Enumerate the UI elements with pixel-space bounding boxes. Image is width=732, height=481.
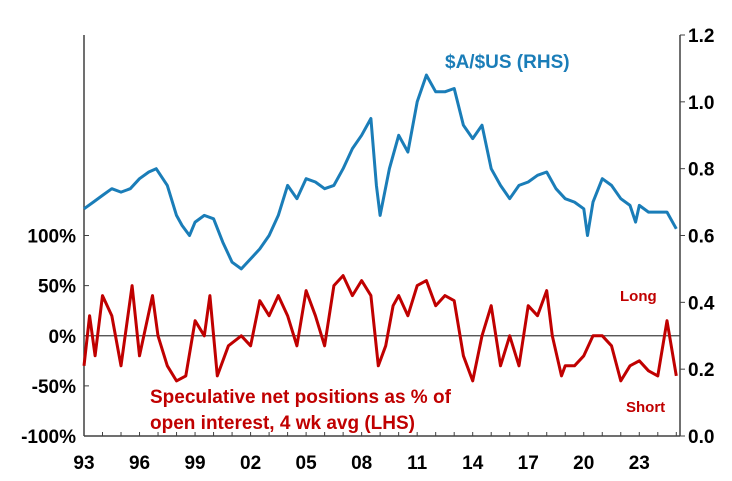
aud-usd-line [84, 75, 676, 269]
short-annotation: Short [626, 399, 665, 416]
long-annotation: Long [620, 288, 657, 305]
left-tick-label: 50% [38, 277, 76, 298]
right-tick-label: 0.2 [688, 360, 714, 381]
right-tick-label: 1.2 [688, 26, 714, 47]
x-tick-label: 93 [73, 453, 94, 474]
x-tick-label: 17 [518, 453, 539, 474]
spec-series-label-line1: Speculative net positions as % of [150, 387, 452, 408]
x-tick-label: 20 [573, 453, 594, 474]
x-tick-label: 99 [184, 453, 205, 474]
aud-series-label: $A/$US (RHS) [445, 52, 570, 73]
right-tick-label: 0.8 [688, 160, 714, 181]
left-tick-label: 100% [27, 227, 76, 248]
left-tick-label: 0% [49, 327, 77, 348]
x-tick-label: 02 [240, 453, 261, 474]
speculative-positions-line [84, 276, 676, 381]
x-tick-label: 23 [629, 453, 650, 474]
right-tick-label: 1.0 [688, 93, 714, 114]
left-tick-label: -100% [21, 427, 76, 448]
right-tick-label: 0.0 [688, 427, 714, 448]
right-tick-label: 0.4 [688, 293, 715, 314]
x-tick-label: 11 [407, 453, 428, 474]
x-tick-label: 96 [129, 453, 150, 474]
x-tick-label: 08 [351, 453, 372, 474]
x-tick-label: 14 [462, 453, 484, 474]
spec-series-label-line2: open interest, 4 wk avg (LHS) [150, 413, 415, 434]
right-tick-label: 0.6 [688, 227, 714, 248]
left-tick-label: -50% [32, 377, 76, 398]
x-tick-label: 05 [296, 453, 318, 474]
